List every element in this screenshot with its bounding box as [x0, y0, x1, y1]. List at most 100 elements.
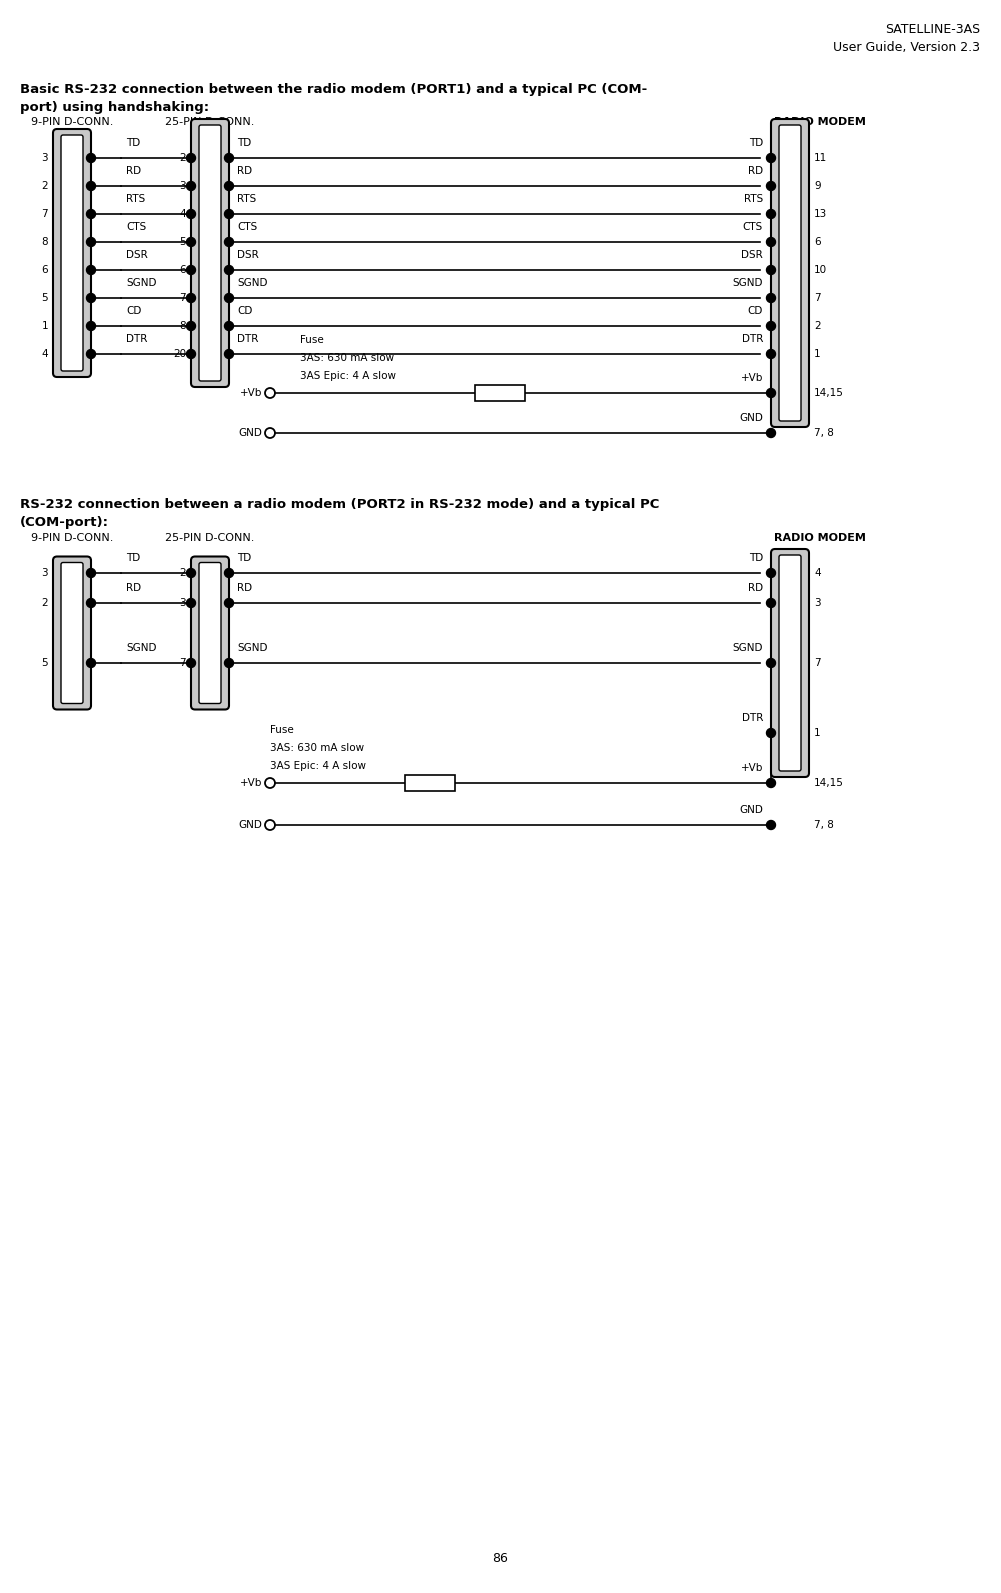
FancyBboxPatch shape [771, 550, 809, 777]
Bar [475, 386, 525, 401]
Text: GND: GND [739, 413, 763, 424]
Circle shape [767, 349, 776, 358]
Circle shape [767, 237, 776, 247]
Text: GND: GND [238, 820, 262, 830]
Circle shape [86, 349, 95, 358]
Text: DTR: DTR [237, 335, 258, 344]
Circle shape [224, 322, 233, 330]
Text: RTS: RTS [126, 194, 145, 204]
FancyBboxPatch shape [199, 124, 221, 381]
Text: 11: 11 [814, 153, 827, 162]
Circle shape [186, 293, 195, 303]
Text: RD: RD [126, 583, 141, 593]
Bar [405, 776, 455, 792]
Text: 9-PIN D-CONN.: 9-PIN D-CONN. [31, 116, 113, 127]
Circle shape [224, 569, 233, 578]
FancyBboxPatch shape [191, 119, 229, 387]
Text: RADIO MODEM: RADIO MODEM [774, 534, 866, 543]
FancyBboxPatch shape [779, 554, 801, 771]
Text: TD: TD [237, 553, 251, 562]
Text: 7, 8: 7, 8 [814, 429, 834, 438]
Text: 3AS: 630 mA slow: 3AS: 630 mA slow [300, 354, 394, 363]
Circle shape [86, 322, 95, 330]
Circle shape [224, 349, 233, 358]
Text: SGND: SGND [126, 644, 156, 653]
Circle shape [224, 599, 233, 607]
Text: DTR: DTR [742, 335, 763, 344]
Circle shape [186, 349, 195, 358]
Text: 8: 8 [41, 237, 48, 247]
Text: 3: 3 [179, 597, 186, 609]
Circle shape [767, 182, 776, 191]
Circle shape [186, 237, 195, 247]
Circle shape [767, 658, 776, 667]
FancyBboxPatch shape [53, 129, 91, 378]
Text: 5: 5 [41, 293, 48, 303]
FancyBboxPatch shape [61, 135, 83, 371]
FancyBboxPatch shape [191, 556, 229, 709]
Circle shape [224, 658, 233, 667]
Text: 3AS Epic: 4 A slow: 3AS Epic: 4 A slow [300, 371, 396, 381]
Text: (COM-port):: (COM-port): [20, 516, 109, 529]
FancyBboxPatch shape [199, 562, 221, 704]
Text: TD: TD [749, 553, 763, 562]
Circle shape [86, 658, 95, 667]
Circle shape [767, 820, 776, 830]
Text: TD: TD [126, 139, 140, 148]
Text: 8: 8 [179, 322, 186, 331]
Text: 7: 7 [179, 658, 186, 667]
Text: 5: 5 [179, 237, 186, 247]
Text: RD: RD [748, 583, 763, 593]
Circle shape [224, 266, 233, 274]
Text: RS-232 connection between a radio modem (PORT2 in RS-232 mode) and a typical PC: RS-232 connection between a radio modem … [20, 499, 660, 511]
Text: +Vb: +Vb [239, 777, 262, 789]
Text: User Guide, Version 2.3: User Guide, Version 2.3 [833, 41, 980, 54]
Text: SGND: SGND [237, 279, 267, 288]
Text: CD: CD [126, 306, 141, 315]
Circle shape [224, 210, 233, 218]
Text: DSR: DSR [126, 250, 148, 260]
Text: DTR: DTR [126, 335, 147, 344]
FancyBboxPatch shape [53, 556, 91, 709]
Text: 4: 4 [41, 349, 48, 358]
Circle shape [767, 429, 776, 438]
Circle shape [767, 293, 776, 303]
Circle shape [224, 153, 233, 162]
Text: 20: 20 [173, 349, 186, 358]
Text: CD: CD [748, 306, 763, 315]
Text: DTR: DTR [742, 714, 763, 723]
Text: TD: TD [237, 139, 251, 148]
Text: +Vb: +Vb [741, 763, 763, 773]
Text: 1: 1 [41, 322, 48, 331]
Text: SGND: SGND [126, 279, 156, 288]
Circle shape [186, 266, 195, 274]
Circle shape [186, 599, 195, 607]
Circle shape [86, 153, 95, 162]
Text: 6: 6 [814, 237, 821, 247]
Circle shape [767, 322, 776, 330]
Text: 3AS Epic: 4 A slow: 3AS Epic: 4 A slow [270, 761, 366, 771]
Text: CTS: CTS [126, 221, 146, 233]
Text: 1: 1 [814, 349, 821, 358]
Text: SATELLINE-3AS: SATELLINE-3AS [885, 22, 980, 37]
Circle shape [767, 569, 776, 578]
Text: 4: 4 [179, 209, 186, 218]
Circle shape [767, 153, 776, 162]
Text: SGND: SGND [733, 644, 763, 653]
FancyBboxPatch shape [771, 119, 809, 427]
Text: 86: 86 [492, 1552, 508, 1564]
Circle shape [224, 182, 233, 191]
Text: 3: 3 [41, 153, 48, 162]
Circle shape [767, 779, 776, 787]
Circle shape [86, 182, 95, 191]
Text: 13: 13 [814, 209, 827, 218]
Text: 7: 7 [41, 209, 48, 218]
Text: RD: RD [748, 166, 763, 175]
Circle shape [224, 293, 233, 303]
Text: 3: 3 [179, 182, 186, 191]
Text: GND: GND [739, 804, 763, 816]
Text: Basic RS-232 connection between the radio modem (PORT1) and a typical PC (COM-: Basic RS-232 connection between the radi… [20, 83, 648, 96]
Text: 6: 6 [41, 264, 48, 276]
Text: 3: 3 [814, 597, 821, 609]
Text: 7: 7 [179, 293, 186, 303]
